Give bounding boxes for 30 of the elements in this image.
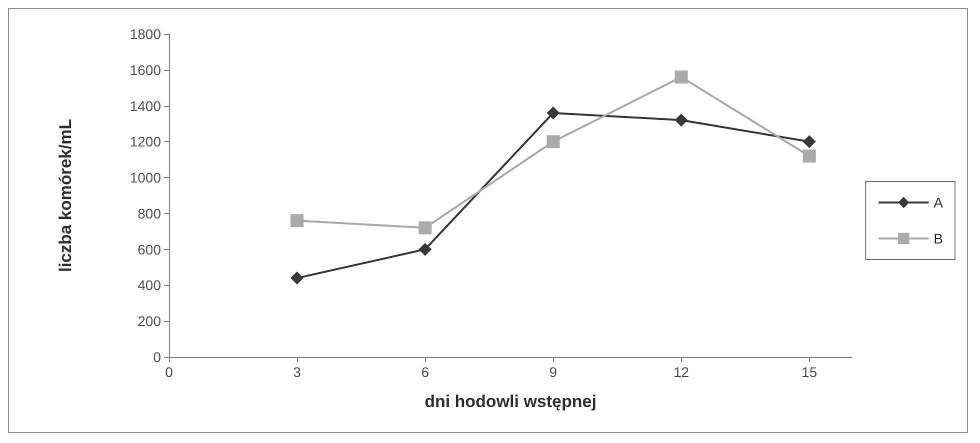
y-axis-title: liczba komórek/mL: [56, 118, 75, 272]
point: [290, 214, 304, 228]
point: [418, 242, 432, 256]
y-tick-label: 1600: [130, 62, 162, 78]
point: [674, 114, 688, 127]
y-tick-label: 1000: [130, 170, 162, 186]
point: [546, 135, 560, 148]
x-tick-label: 15: [802, 364, 818, 380]
point: [802, 150, 816, 163]
x-tick-label: 9: [549, 364, 558, 380]
y-tick-label: 400: [138, 277, 162, 294]
y-tick-label: 200: [138, 313, 162, 330]
x-tick-label: 3: [293, 364, 302, 380]
x-tick-label: 6: [421, 364, 430, 380]
legend-label: B: [934, 230, 944, 246]
x-tick-label: 0: [165, 364, 174, 380]
y-tick-label: 1200: [130, 134, 162, 150]
y-tick-label: 600: [138, 241, 162, 258]
y-tick-label: 1800: [130, 26, 162, 42]
point: [290, 272, 304, 285]
point: [546, 106, 560, 120]
x-tick-label: 12: [673, 364, 690, 380]
y-tick-label: 800: [138, 205, 162, 222]
legend-label: A: [934, 194, 944, 210]
y-tick-label: 0: [153, 349, 162, 365]
x-axis-title: dni hodowli wstępnej: [424, 392, 596, 411]
point: [418, 221, 432, 234]
point: [802, 135, 816, 148]
point: [674, 70, 688, 84]
y-tick-label: 1400: [130, 98, 162, 114]
